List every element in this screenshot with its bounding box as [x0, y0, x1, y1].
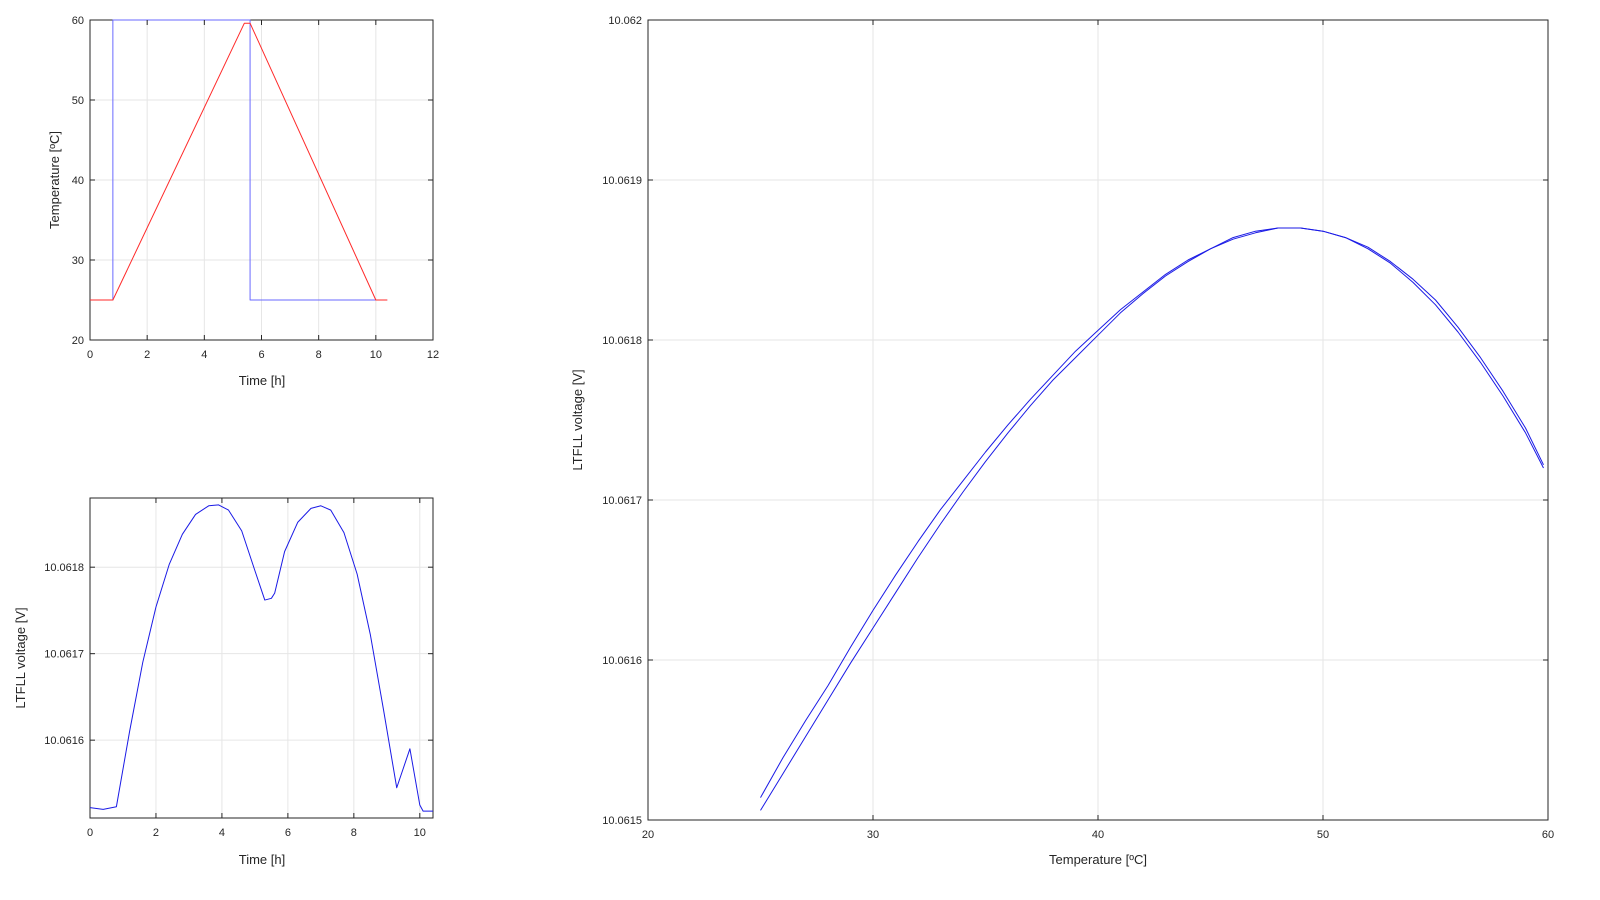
series-line-measured	[90, 22, 388, 301]
x-tick-label: 20	[642, 829, 654, 841]
y-tick-label: 10.0619	[602, 175, 642, 187]
x-tick-label: 6	[258, 349, 264, 361]
y-tick-label: 50	[72, 95, 84, 107]
x-tick-label: 2	[144, 349, 150, 361]
x-tick-label: 4	[201, 349, 207, 361]
x-axis-label: Time [h]	[239, 373, 285, 388]
plot-frame	[89, 497, 434, 819]
x-tick-label: 50	[1317, 829, 1329, 841]
y-tick-label: 10.0617	[44, 649, 84, 661]
y-tick-label: 60	[72, 15, 84, 27]
y-axis-label: LTFLL voltage [V]	[13, 607, 28, 708]
x-tick-label: 40	[1092, 829, 1104, 841]
x-tick-label: 4	[219, 827, 225, 839]
series-line-setpoint	[90, 19, 388, 301]
x-tick-label: 8	[351, 827, 357, 839]
series-line-cooling	[760, 227, 1544, 811]
y-axis-label: LTFLL voltage [V]	[570, 369, 585, 470]
x-tick-label: 30	[867, 829, 879, 841]
x-tick-label: 0	[87, 827, 93, 839]
x-tick-label: 0	[87, 349, 93, 361]
x-axis-label: Temperature [ºC]	[1049, 852, 1147, 867]
y-tick-label: 10.0618	[44, 562, 84, 574]
x-tick-label: 6	[285, 827, 291, 839]
y-axis-label: Temperature [ºC]	[47, 131, 62, 229]
y-tick-label: 30	[72, 255, 84, 267]
y-tick-label: 20	[72, 335, 84, 347]
voltage-vs-time-panel: 0 2 4 6 8 10 10.0616 10.0617 10.0618 Time [h] LT…	[13, 497, 434, 867]
x-axis-label: Time [h]	[239, 852, 285, 867]
y-tick-label: 10.0616	[44, 735, 84, 747]
y-tick-label: 40	[72, 175, 84, 187]
x-tick-label: 60	[1542, 829, 1554, 841]
series-line-heating	[760, 227, 1544, 798]
y-tick-label: 10.0616	[602, 655, 642, 667]
y-tick-label: 10.0615	[602, 815, 642, 827]
x-tick-label: 12	[427, 349, 439, 361]
x-tick-label: 10	[370, 349, 382, 361]
y-tick-label: 10.0617	[602, 495, 642, 507]
series-line-voltage	[89, 504, 433, 812]
y-tick-label: 10.0618	[602, 335, 642, 347]
x-tick-label: 2	[153, 827, 159, 839]
voltage-vs-temperature-panel: 20 30 40 50 60 10.0615 10.0616 10.0617 10.0618 10…	[570, 15, 1554, 867]
y-tick-label: 10.062	[608, 15, 642, 27]
x-tick-label: 8	[316, 349, 322, 361]
x-tick-label: 10	[414, 827, 426, 839]
temperature-vs-time-panel: 0 2 4 6 8 10 12 20 30 40 50 60 Time [h] Temperature…	[47, 15, 439, 388]
